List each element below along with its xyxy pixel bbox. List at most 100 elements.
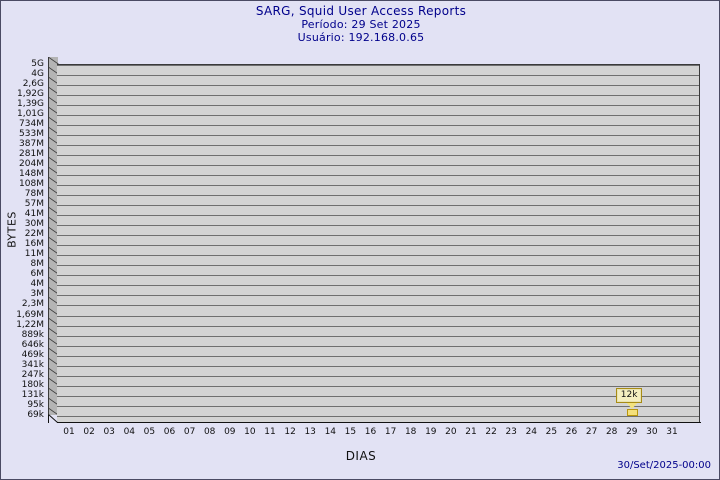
gridline [57,185,699,186]
x-tick-label: 30 [646,427,658,437]
x-tick-label: 18 [404,427,417,437]
gridline [57,195,699,196]
y-tick-label: 1,69M [16,310,44,320]
gridline [57,366,699,367]
data-point-value-label: 12k [615,387,643,403]
title-block: SARG, Squid User Access Reports Período:… [1,4,720,45]
gridline [57,275,699,276]
x-tick-label: 21 [465,427,477,437]
y-tick-label: 341k [21,360,44,370]
y-tick-label: 469k [21,350,44,360]
x-tick-label: 19 [425,427,437,437]
data-point-marker [626,408,638,416]
y-tick-label: 95k [27,400,44,410]
y-tick-label: 131k [21,390,44,400]
x-axis-title: DIAS [345,449,377,463]
gridline [57,265,699,266]
y-tick-label: 8M [30,259,45,269]
y-tick-label: 1,22M [16,320,44,330]
y-tick-label: 281M [19,149,44,159]
y-tick-label: 16M [24,239,44,249]
x-tick-label: 06 [163,427,176,437]
y-tick-label: 180k [21,380,44,390]
gridline [57,225,699,226]
gridline [57,255,699,256]
x-tick-label: 04 [123,427,136,437]
x-tick-label: 16 [364,427,377,437]
x-tick-label: 07 [183,427,196,437]
x-tick-label: 10 [244,427,256,437]
page-title: SARG, Squid User Access Reports [255,4,467,18]
x-tick-label: 09 [224,427,236,437]
x-tick-label: 25 [545,427,558,437]
x-tick-label: 31 [666,427,678,437]
gridline [57,326,699,327]
report-period: Período: 29 Set 2025 [301,18,421,31]
y-tick-label: 69k [27,410,44,420]
y-tick-label: 148M [19,169,44,179]
x-tick-label: 11 [264,427,276,437]
y-tick-label: 3M [30,289,45,299]
gridline [57,245,699,246]
y-axis-tick-labels: 5G 4G 2,6G 1,92G 1,39G 1,01G 734M 533M 387M 281M 2… [1,57,46,427]
chart-floor [48,414,701,423]
gridline [57,95,699,96]
y-tick-label: 204M [19,159,44,169]
y-tick-label: 247k [21,370,44,380]
y-tick-label: 41M [24,209,44,219]
gridline [57,235,699,236]
gridline [57,305,699,306]
gridline [57,376,699,377]
plot-area: 12k [48,57,701,425]
x-tick-label: 29 [626,427,638,437]
y-tick-label: 108M [19,179,44,189]
gridline [57,115,699,116]
floor-bevel-icon [48,414,58,423]
gridline [57,396,699,397]
y-tick-label: 734M [19,119,44,129]
gridline [57,155,699,156]
gridline [57,145,699,146]
gridline [57,316,699,317]
x-tick-label: 15 [344,427,357,437]
gridline [57,295,699,296]
x-tick-label: 20 [445,427,457,437]
y-tick-label: 57M [24,199,44,209]
x-tick-label: 17 [384,427,397,437]
y-tick-label: 11M [24,249,44,259]
y-tick-label: 533M [19,129,44,139]
x-tick-label: 02 [83,427,95,437]
gridline [57,285,699,286]
x-tick-label: 03 [103,427,115,437]
x-tick-label: 23 [505,427,517,437]
y-tick-label: 1,01G [16,109,44,119]
plot-surface [57,64,700,422]
y-tick-label: 387M [19,139,44,149]
report-user: Usuário: 192.168.0.65 [297,31,425,44]
gridline [57,406,699,407]
x-axis-tick-labels: 01 02 03 04 05 06 07 08 09 10 11 12 13 14 15 16 17 18 19 20… [48,427,708,441]
x-tick-label: 22 [485,427,497,437]
gridline [57,215,699,216]
y-tick-label: 2,3M [21,299,44,309]
gridline [57,165,699,166]
y-tick-label: 30M [24,219,44,229]
gridline [57,356,699,357]
y-tick-label: 1,39G [16,99,44,109]
y-tick-label: 5G [31,59,44,69]
gridline [57,175,699,176]
y-tick-label: 6M [30,269,45,279]
x-tick-label: 28 [605,427,618,437]
gridline [57,416,699,417]
x-tick-label: 27 [585,427,598,437]
gridline [57,85,699,86]
gridline [57,346,699,347]
x-tick-label: 05 [143,427,156,437]
x-tick-label: 13 [304,427,316,437]
gridline [57,386,699,387]
x-tick-label: 24 [525,427,538,437]
generated-timestamp: 30/Set/2025-00:00 [617,460,711,471]
x-tick-label: 26 [565,427,578,437]
y-tick-label: 4G [31,69,44,79]
